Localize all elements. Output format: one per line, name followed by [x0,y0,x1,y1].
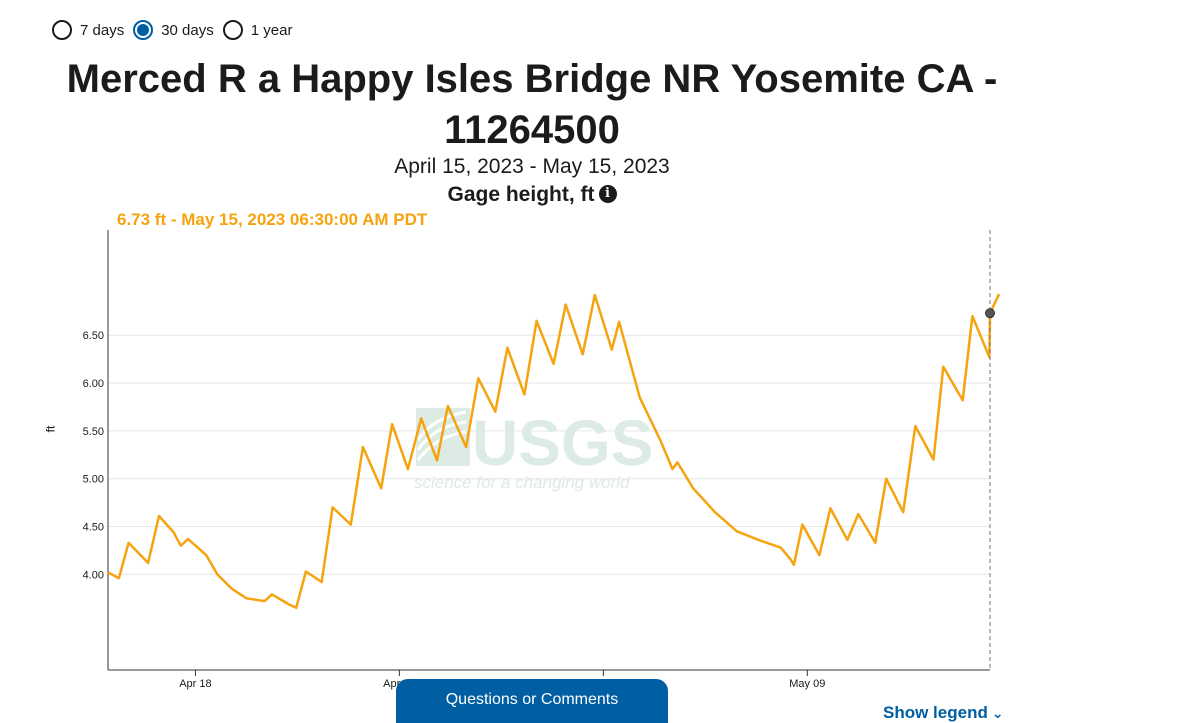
period-option-30-days[interactable]: 30 days [133,20,214,40]
period-option-7-days[interactable]: 7 days [52,20,124,40]
parameter-name: Gage height, ft [447,183,595,206]
radio-button[interactable] [222,20,243,40]
show-legend-button[interactable]: Show legend ⌄ [883,703,1004,723]
period-option-label: 7 days [80,21,125,39]
period-toggle: 7 days 30 days 1 year [52,20,301,40]
questions-or-comments-button[interactable]: Questions or Comments [396,679,668,723]
y-axis-label: ft [43,425,58,433]
series-layer [107,293,1001,610]
current-marker-layer [985,230,995,670]
radio-button[interactable] [52,20,72,40]
y-tick-label: 4.50 [83,522,104,534]
show-legend-label: Show legend [883,703,988,722]
y-tick-label: 6.00 [83,378,104,390]
grid-lines [108,334,990,575]
gage-height-series-line [107,293,1001,610]
site-title: Merced R a Happy Isles Bridge NR Yosemit… [66,57,998,152]
y-tick-label: 5.00 [83,474,104,486]
y-tick-label: 4.00 [83,569,104,581]
current-value-label: 6.73 ft - May 15, 2023 06:30:00 AM PDT [117,210,428,229]
usgs-watermark: USGS science for a changing world [414,407,653,492]
usgs-watermark-text: USGS [472,407,653,479]
x-tick-label: Apr 18 [179,678,211,690]
current-value-marker [985,308,995,319]
chevron-down-icon: ⌄ [991,705,1004,721]
y-tick-label: 6.50 [83,330,104,342]
usgs-watermark-tagline: science for a changing world [414,473,630,492]
period-option-label: 1 year [250,21,293,39]
date-range: April 15, 2023 - May 15, 2023 [394,155,670,178]
info-icon[interactable]: i [598,185,617,203]
y-tick-label: 5.50 [83,426,104,438]
period-option-label: 30 days [161,21,214,39]
period-option-1-year[interactable]: 1 year [222,20,293,40]
radio-button-selected[interactable] [133,20,154,40]
x-tick-label: May 09 [789,678,825,690]
parameter-title: Gage height, ft i [32,183,1032,207]
